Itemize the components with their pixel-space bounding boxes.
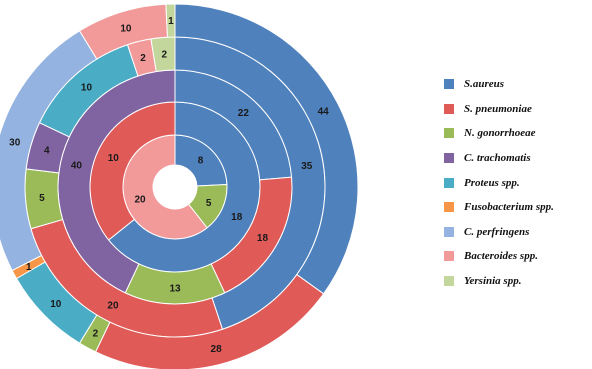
data-label-ring-4-segment-5: 10 [81, 83, 93, 94]
data-label-ring-4-segment-1: 35 [301, 161, 313, 172]
legend-swatch [444, 202, 454, 213]
doughnut-chart: 8520181022181340352054102244282101301018… [0, 0, 359, 369]
data-label-ring-6-segment-5: 40 [0, 0, 6, 3]
data-label-ring-5-segment-6: 1 [26, 262, 32, 273]
legend-label: N. gonorrhoeae [464, 127, 536, 140]
legend-swatch [444, 153, 454, 164]
data-label-ring-5-segment-1: 44 [318, 107, 330, 118]
data-label-ring-4-segment-9: 2 [161, 49, 167, 60]
legend-swatch [444, 79, 454, 90]
data-label-ring-6-segment-3: 53 [0, 0, 6, 3]
data-label-ring-6-segment-8: 2 [0, 0, 3, 3]
legend-label: S. pneumoniae [464, 102, 532, 115]
legend-item: C. perfringens [444, 220, 592, 245]
data-label-ring-6-segment-1: 85 [0, 0, 6, 3]
legend-swatch [444, 226, 454, 237]
legend-label: Bacteroides spp. [464, 250, 538, 263]
data-label-ring-6-segment-7: 40 [0, 0, 6, 3]
data-label-ring-5-segment-2: 28 [211, 344, 223, 355]
data-label-ring-5-segment-8: 10 [120, 23, 132, 34]
data-label-ring-4-segment-2: 20 [107, 301, 119, 312]
data-label-ring-6-segment-2: 64 [0, 0, 6, 3]
data-label-ring-5-segment-9: 1 [168, 16, 174, 27]
ring-5-segment-9 [165, 3, 176, 38]
legend-swatch [444, 251, 454, 262]
data-label-ring-1-segment-3: 5 [206, 198, 212, 209]
data-label-ring-4-segment-3: 5 [39, 193, 45, 204]
legend-label: S.aureus [464, 78, 505, 91]
data-label-ring-4-segment-4: 4 [44, 145, 50, 156]
data-label-ring-3-segment-2: 18 [257, 233, 269, 244]
data-label-ring-6-segment-6: 1 [0, 0, 3, 3]
data-label-ring-4-segment-8: 2 [140, 53, 146, 64]
legend-item: Yersinia spp. [444, 269, 592, 294]
legend-swatch [444, 177, 454, 188]
data-label-ring-3-segment-1: 22 [238, 108, 250, 119]
data-label-ring-1-segment-8: 20 [134, 195, 146, 206]
legend-item: S. pneumoniae [444, 97, 592, 122]
data-label-ring-5-segment-5: 10 [50, 299, 62, 310]
data-label-ring-5-segment-3: 2 [93, 329, 99, 340]
legend-swatch [444, 276, 454, 287]
data-label-ring-1-segment-1: 8 [198, 156, 204, 167]
legend-label: Yersinia spp. [464, 275, 522, 288]
legend-item: S.aureus [444, 72, 592, 97]
data-label-ring-2-segment-1: 18 [231, 212, 243, 223]
legend-label: C. trachomatis [464, 152, 531, 165]
legend-swatch [444, 103, 454, 114]
legend-label: Proteus spp. [464, 176, 520, 189]
legend-label: Fusobacterium spp. [464, 201, 554, 214]
legend-item: C. trachomatis [444, 146, 592, 171]
data-label-ring-6-segment-9: 1 [0, 0, 3, 3]
data-label-ring-5-segment-7: 30 [9, 137, 21, 148]
legend-item: Proteus spp. [444, 170, 592, 195]
data-label-ring-3-segment-3: 13 [169, 284, 181, 295]
data-label-ring-6-segment-4: 37 [0, 0, 6, 3]
legend-item: Fusobacterium spp. [444, 195, 592, 220]
legend-item: N. gonorrhoeae [444, 121, 592, 146]
legend-swatch [444, 128, 454, 139]
legend-item: Bacteroides spp. [444, 244, 592, 269]
data-label-ring-2-segment-2: 10 [108, 153, 120, 164]
data-label-ring-3-segment-4: 40 [71, 161, 83, 172]
legend: S.aureus S. pneumoniae N. gonorrhoeae C. tr… [444, 72, 592, 293]
legend-label: C. perfringens [464, 225, 530, 238]
